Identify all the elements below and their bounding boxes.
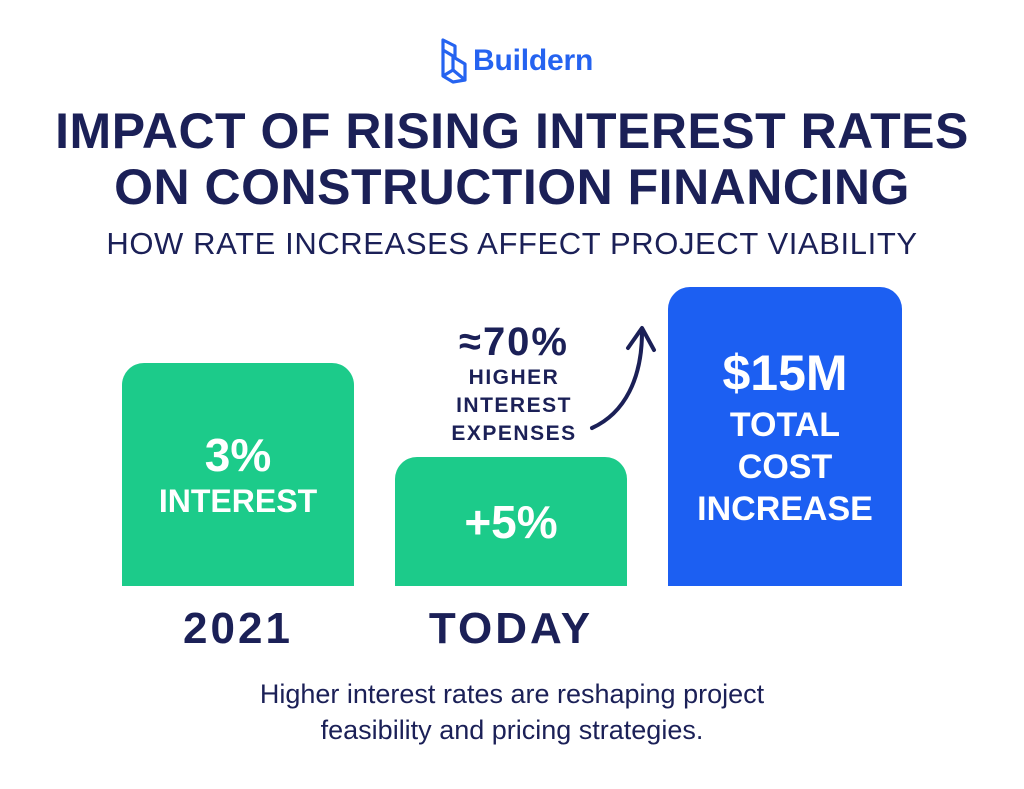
bar-2021-label: INTEREST [158, 482, 318, 519]
building-cube-icon [441, 38, 467, 84]
period-label-today: TODAY [428, 604, 594, 653]
period-label-2021: 2021 [183, 604, 293, 653]
cost-label-line-1: TOTAL [729, 405, 841, 444]
footer-line-2: feasibility and pricing strategies. [320, 715, 704, 745]
interest-expense-annotation: ≈70% HIGHER INTEREST EXPENSES [438, 320, 590, 448]
page-title-line-1: IMPACT OF RISING INTEREST RATES [55, 103, 969, 159]
page-title-line-2: ON CONSTRUCTION FINANCING [114, 159, 910, 215]
cost-value: $15M [722, 344, 848, 401]
bar-today-rate: +5% [395, 457, 627, 586]
brand-logo: Buildern [439, 36, 593, 86]
bar-2021-rate: 3% INTEREST [122, 363, 354, 586]
cost-label-line-3: INCREASE [697, 489, 873, 528]
annotation-line-1: HIGHER [468, 366, 560, 389]
annotation-line-3: EXPENSES [451, 422, 577, 445]
bar-cost-increase: $15M TOTAL COST INCREASE [668, 287, 902, 586]
curved-arrow-up-icon [590, 326, 656, 430]
annotation-line-2: INTEREST [456, 394, 572, 417]
annotation-value: ≈70% [458, 320, 569, 364]
bar-today-value: +5% [464, 495, 558, 548]
footer-line-1: Higher interest rates are reshaping proj… [259, 679, 765, 709]
bar-2021-value: 3% [204, 428, 272, 481]
brand-name: Buildern [473, 44, 594, 77]
footer-note: Higher interest rates are reshaping proj… [0, 676, 1024, 748]
cost-label-line-2: COST [737, 447, 833, 486]
page-subtitle: HOW RATE INCREASES AFFECT PROJECT VIABIL… [106, 226, 918, 261]
